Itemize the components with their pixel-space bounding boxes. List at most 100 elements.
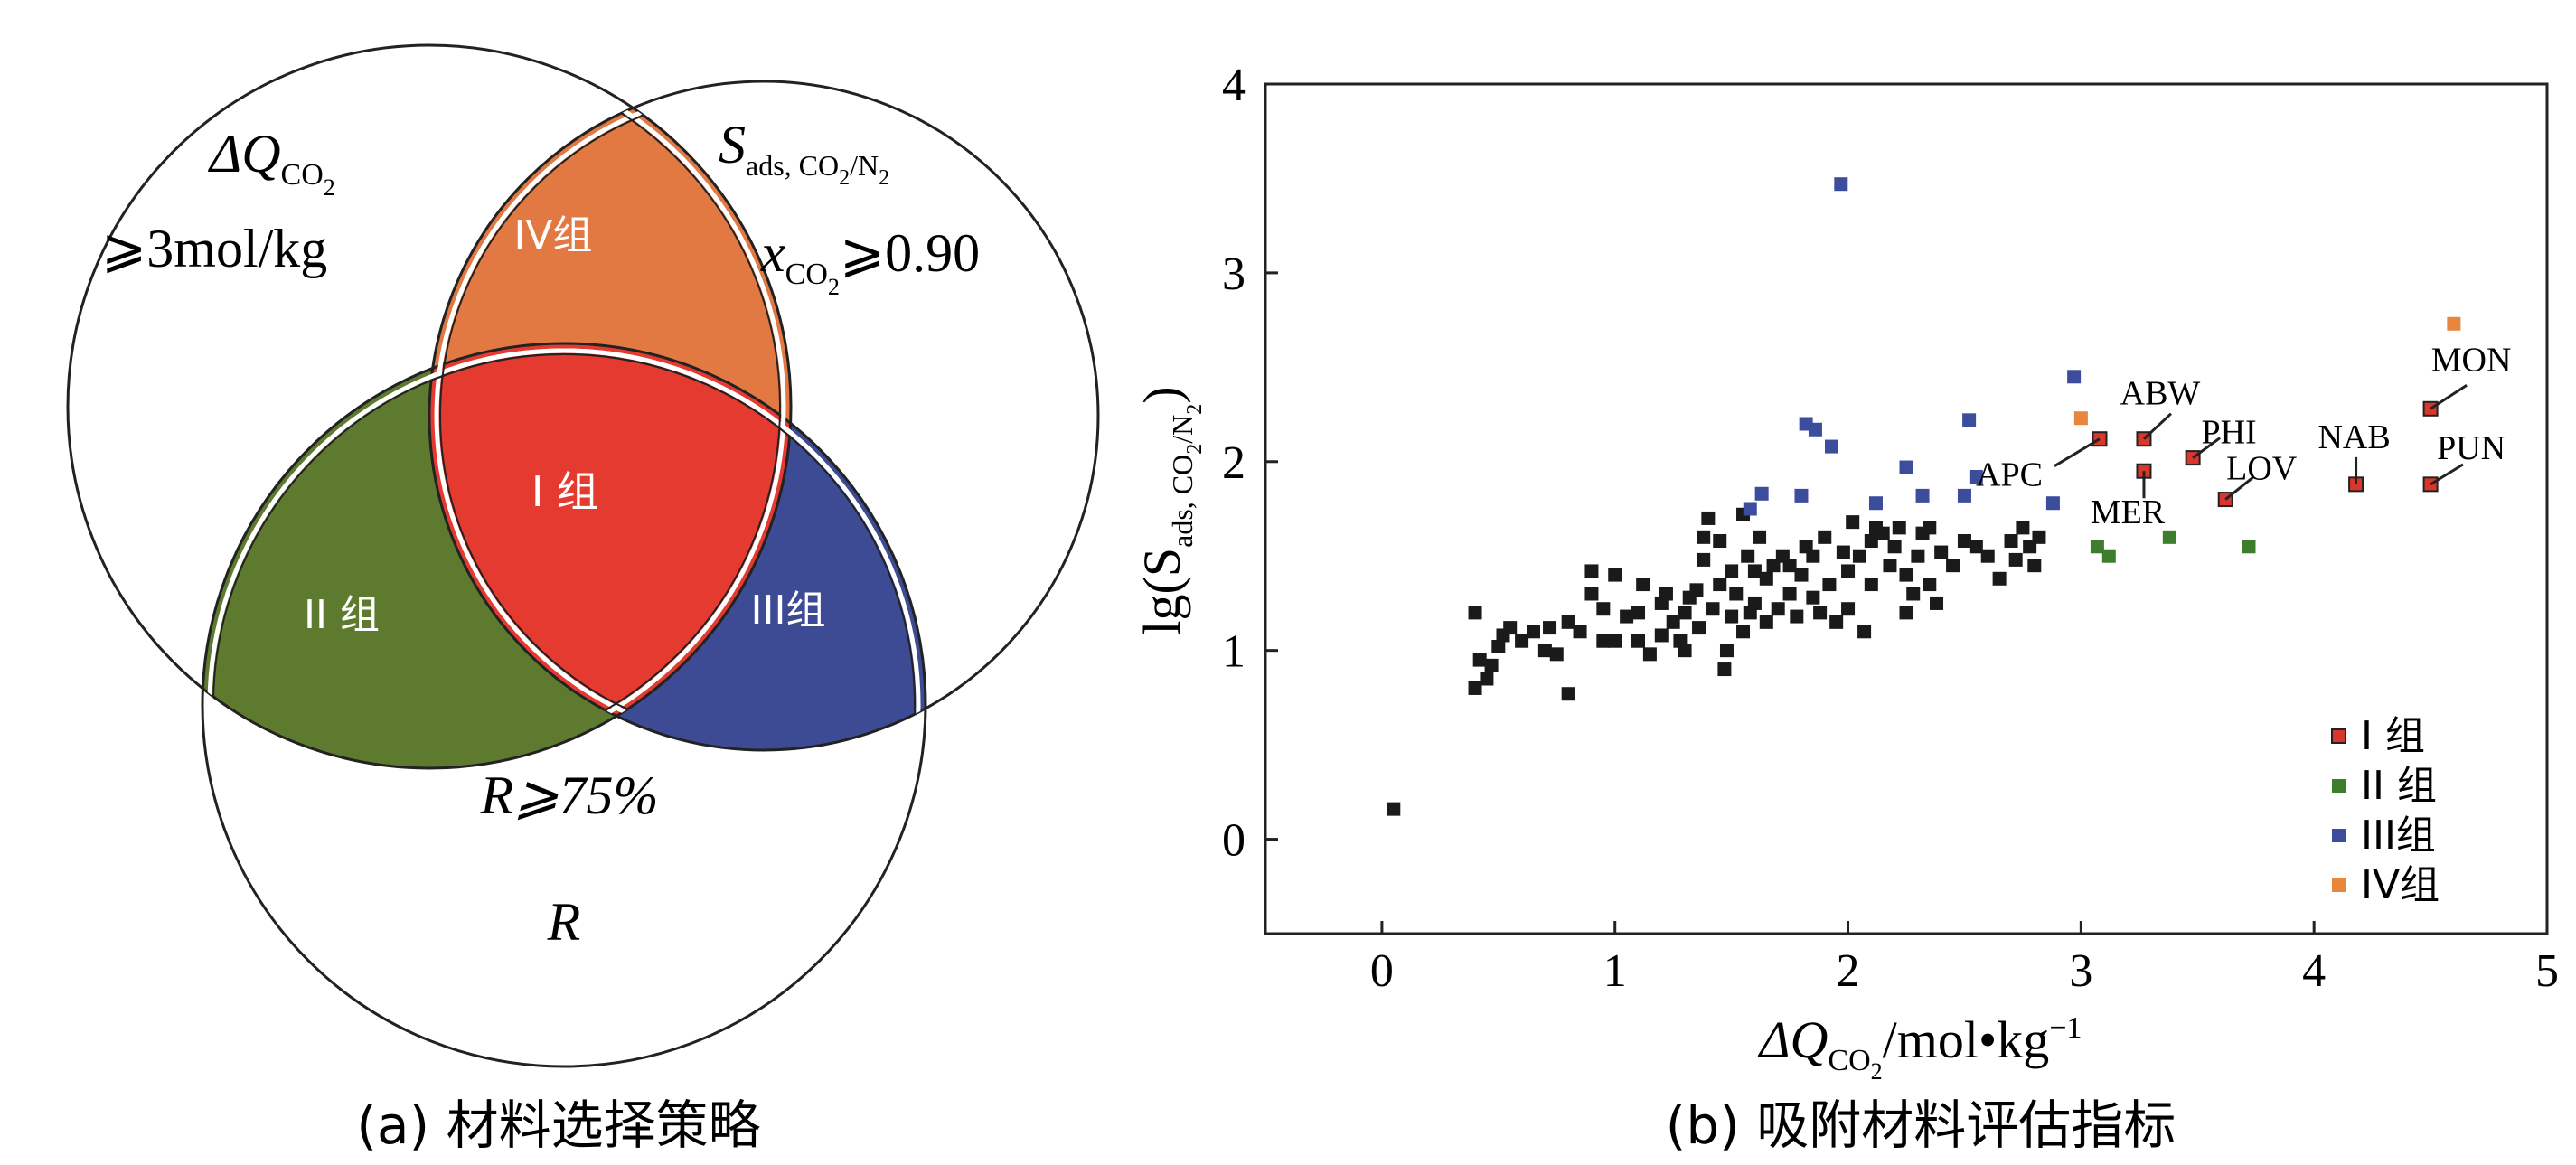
point-black-57 bbox=[1790, 609, 1804, 624]
point-black-78 bbox=[1892, 521, 1906, 535]
point-group2-2 bbox=[2162, 530, 2176, 544]
point-black-72 bbox=[1864, 534, 1878, 549]
right-symbol-main: S bbox=[719, 115, 746, 174]
callout-label-6: MON bbox=[2431, 341, 2512, 379]
left-symbol-main: ΔQ bbox=[208, 124, 281, 183]
point-black-87 bbox=[1946, 559, 1960, 573]
y-tick-label-4: 4 bbox=[1222, 60, 1246, 111]
point-black-37 bbox=[1701, 511, 1716, 525]
point-group3-10 bbox=[1957, 488, 1971, 503]
right-symbol-sub: ads, CO bbox=[746, 149, 839, 182]
y-tick-label-1: 1 bbox=[1222, 626, 1246, 678]
callout-label-2: MER bbox=[2091, 493, 2166, 531]
right-criterion-value: ⩾0.90 bbox=[840, 223, 980, 283]
point-black-67 bbox=[1841, 564, 1856, 578]
callout-line-3 bbox=[2192, 437, 2222, 459]
circle-selectivity bbox=[428, 80, 1100, 752]
point-black-102 bbox=[1596, 602, 1611, 616]
point-group3-8 bbox=[1899, 460, 1913, 474]
point-black-17 bbox=[1584, 564, 1599, 578]
point-black-38 bbox=[1706, 602, 1720, 616]
point-group3-3 bbox=[1794, 488, 1809, 503]
point-black-4 bbox=[1480, 672, 1494, 686]
point-black-56 bbox=[1782, 587, 1797, 601]
point-black-54 bbox=[1771, 602, 1785, 616]
circle-delta-q bbox=[66, 43, 793, 770]
point-black-104 bbox=[1923, 521, 1937, 535]
point-black-29 bbox=[1666, 615, 1680, 629]
x-tick-label-5: 5 bbox=[2535, 945, 2559, 997]
legend-label-1: II 组 bbox=[2361, 763, 2437, 809]
y-label-sub3: /N bbox=[1166, 415, 1199, 444]
x-axis-label: ΔQCO2/mol•kg−1 bbox=[1757, 1010, 2082, 1085]
axis-ticks: 0 1 2 3 4 5 0 1 2 3 4 bbox=[1222, 60, 2559, 997]
point-group3-11 bbox=[1962, 413, 1977, 427]
point-black-93 bbox=[2008, 552, 2023, 567]
callout-label-4: LOV bbox=[2226, 450, 2298, 488]
left-symbol: ΔQCO2 bbox=[208, 124, 335, 201]
point-group4-1 bbox=[2447, 316, 2461, 331]
callout-label-5: NAB bbox=[2317, 418, 2390, 456]
label-group4: IV组 bbox=[513, 212, 592, 258]
right-symbol-slash: /N bbox=[850, 149, 879, 182]
left-criterion: ⩾3mol/kg bbox=[101, 219, 327, 278]
point-black-3 bbox=[1472, 653, 1487, 667]
point-black-44 bbox=[1729, 587, 1744, 601]
point-black-16 bbox=[1584, 587, 1599, 601]
point-black-1 bbox=[1468, 681, 1482, 695]
point-group3-1 bbox=[1743, 502, 1757, 516]
point-black-31 bbox=[1678, 606, 1692, 620]
x-label-sub: CO bbox=[1828, 1044, 1870, 1077]
y-tick-label-3: 3 bbox=[1222, 249, 1246, 300]
point-black-84 bbox=[1923, 578, 1937, 592]
point-black-69 bbox=[1846, 515, 1860, 530]
point-black-10 bbox=[1537, 644, 1552, 658]
venn-diagram: IV组 I 组 II 组 III组 ΔQCO2 ⩾3mol/kg Sads, C… bbox=[66, 43, 1100, 1156]
point-black-51 bbox=[1759, 615, 1773, 629]
caption-b: (b) 吸附材料评估指标 bbox=[1666, 1095, 2176, 1156]
point-black-52 bbox=[1759, 571, 1773, 586]
left-symbol-sub: CO bbox=[281, 158, 324, 192]
y-label-pre: lg(S bbox=[1133, 548, 1191, 635]
point-black-91 bbox=[1992, 571, 2007, 586]
point-black-14 bbox=[1561, 615, 1575, 629]
point-black-21 bbox=[1620, 609, 1634, 624]
point-black-13 bbox=[1561, 687, 1575, 701]
point-black-6 bbox=[1491, 639, 1506, 653]
point-black-18 bbox=[1596, 634, 1611, 648]
point-black-77 bbox=[1887, 540, 1902, 554]
point-black-25 bbox=[1642, 647, 1657, 662]
point-black-62 bbox=[1813, 606, 1828, 620]
point-black-58 bbox=[1794, 568, 1809, 582]
point-black-47 bbox=[1741, 549, 1755, 563]
x-label-unit: /mol•kg bbox=[1883, 1010, 2050, 1069]
border-inner-b2 bbox=[429, 348, 921, 750]
legend-swatch-1 bbox=[2332, 779, 2346, 793]
point-black-19 bbox=[1608, 568, 1622, 582]
point-black-42 bbox=[1725, 609, 1739, 624]
legend-swatch-2 bbox=[2332, 829, 2346, 842]
point-black-35 bbox=[1697, 552, 1711, 567]
callout-line-4 bbox=[2224, 476, 2254, 501]
point-black-64 bbox=[1822, 578, 1837, 592]
point-black-70 bbox=[1852, 549, 1866, 563]
point-black-45 bbox=[1736, 625, 1751, 639]
point-black-94 bbox=[2016, 521, 2030, 535]
right-criterion: xCO2⩾0.90 bbox=[760, 223, 980, 300]
point-black-65 bbox=[1829, 615, 1844, 629]
legend-label-3: IV组 bbox=[2361, 862, 2440, 908]
point-black-92 bbox=[2004, 534, 2018, 549]
bottom-symbol: R bbox=[547, 892, 581, 952]
x-label-sub2: 2 bbox=[1871, 1058, 1883, 1085]
point-black-11 bbox=[1543, 621, 1557, 635]
callout-label-7: PUN bbox=[2437, 429, 2505, 467]
callout-line-0 bbox=[2054, 437, 2101, 467]
point-black-68 bbox=[1841, 602, 1856, 616]
caption-a: (a) 材料选择策略 bbox=[356, 1095, 760, 1156]
point-black-15 bbox=[1573, 625, 1587, 639]
right-symbol-sub2b: 2 bbox=[879, 166, 889, 190]
point-black-5 bbox=[1484, 658, 1499, 672]
